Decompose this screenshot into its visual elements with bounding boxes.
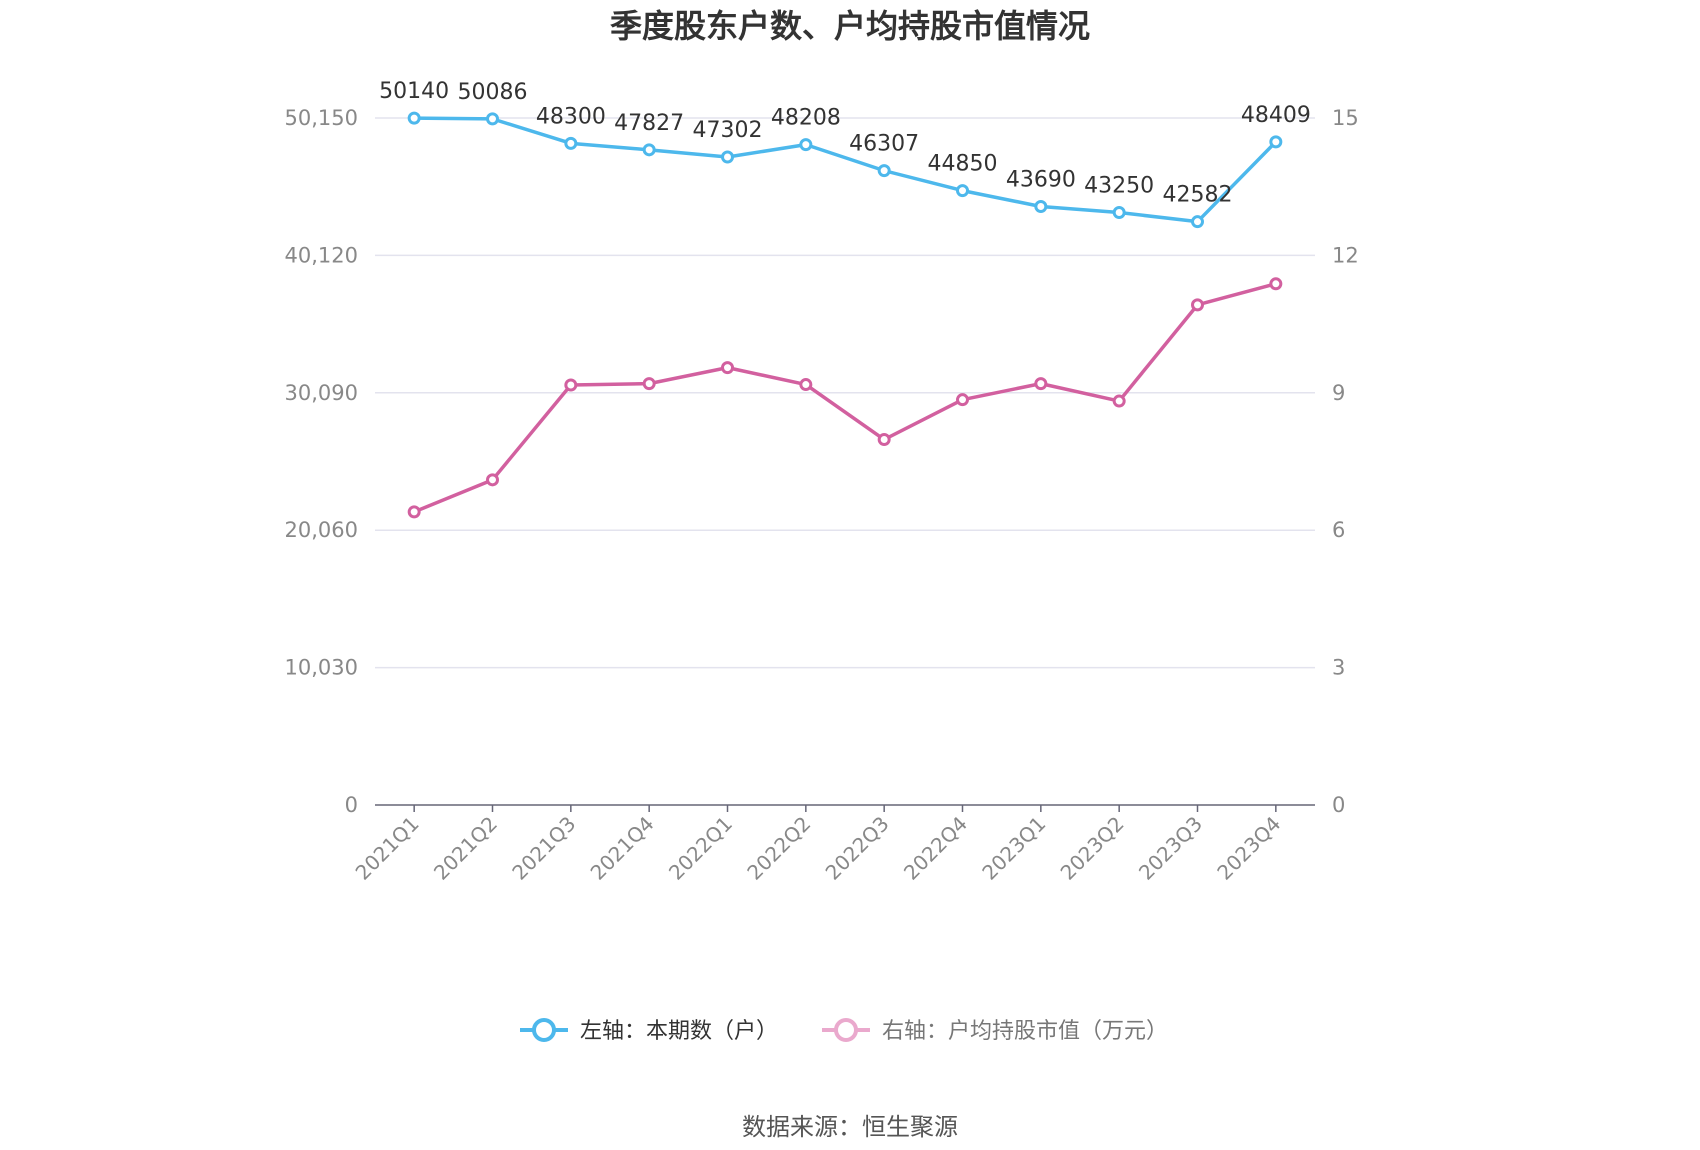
right-axis-tick-label: 15 xyxy=(1332,106,1359,130)
x-axis-tick-label: 2022Q3 xyxy=(821,812,894,885)
chart-title: 季度股东户数、户均持股市值情况 xyxy=(610,7,1090,45)
left-axis: 0 10,030 20,060 30,090 40,120 50,150 xyxy=(285,106,358,817)
series-line xyxy=(414,116,1278,224)
data-label: 42582 xyxy=(1163,183,1233,208)
data-label: 48300 xyxy=(536,104,606,129)
data-point[interactable] xyxy=(956,393,969,407)
legend-item-market-value[interactable]: 右轴：户均持股市值（万元） xyxy=(822,1018,1168,1044)
data-label: 48208 xyxy=(771,106,841,131)
x-axis-tick-label: 2021Q1 xyxy=(351,812,424,885)
data-label: 43690 xyxy=(1006,167,1076,192)
data-label: 44850 xyxy=(928,152,998,177)
data-point[interactable] xyxy=(564,378,578,392)
right-axis-tick-label: 12 xyxy=(1332,243,1359,267)
series-market-value xyxy=(407,277,1283,519)
x-axis-tick-label: 2023Q2 xyxy=(1056,812,1129,885)
data-label: 50140 xyxy=(379,79,449,104)
data-point[interactable] xyxy=(642,377,656,391)
x-axis-tick-label: 2021Q4 xyxy=(586,812,659,885)
data-point[interactable] xyxy=(1269,277,1283,291)
legend-label-market-value: 右轴：户均持股市值（万元） xyxy=(882,1019,1168,1044)
data-point[interactable] xyxy=(486,112,499,126)
x-axis-tick-label: 2021Q2 xyxy=(429,812,502,885)
x-axis-tick-label: 2022Q4 xyxy=(899,812,972,885)
data-point[interactable] xyxy=(642,143,656,157)
data-point[interactable] xyxy=(1112,206,1126,220)
data-point[interactable] xyxy=(1269,135,1283,149)
data-point[interactable] xyxy=(486,473,499,487)
x-axis-tick-label: 2022Q1 xyxy=(664,812,737,885)
data-point[interactable] xyxy=(721,150,734,164)
data-point[interactable] xyxy=(799,378,813,392)
x-axis-tick-label: 2021Q3 xyxy=(507,812,580,885)
left-axis-tick-label: 20,060 xyxy=(285,518,358,542)
data-point[interactable] xyxy=(1034,199,1048,213)
data-point[interactable] xyxy=(407,505,421,519)
data-label: 47827 xyxy=(614,111,684,136)
left-axis-tick-label: 50,150 xyxy=(285,106,358,130)
series-line xyxy=(413,282,1277,514)
data-point[interactable] xyxy=(1191,298,1204,312)
data-label: 43250 xyxy=(1084,174,1154,199)
legend-swatch-marker-households xyxy=(532,1018,556,1042)
data-label: 47302 xyxy=(693,118,763,143)
legend-label-households: 左轴：本期数（户） xyxy=(580,1019,778,1044)
data-point[interactable] xyxy=(877,164,891,178)
x-axis-tick-label: 2023Q4 xyxy=(1212,812,1285,885)
data-point[interactable] xyxy=(721,361,734,375)
right-axis: 0 3 6 9 12 15 xyxy=(1332,106,1359,817)
right-axis-tick-label: 3 xyxy=(1332,656,1345,680)
data-point[interactable] xyxy=(799,138,813,152)
x-axis-tick-label: 2023Q3 xyxy=(1134,812,1207,885)
left-axis-tick-label: 0 xyxy=(345,793,358,817)
right-axis-tick-label: 6 xyxy=(1332,518,1345,542)
right-axis-tick-label: 0 xyxy=(1332,793,1345,817)
grid-lines xyxy=(375,117,1315,669)
data-point[interactable] xyxy=(877,433,891,447)
data-point[interactable] xyxy=(1191,215,1204,229)
series-group: 50140 50086 48300 47827 47302 48208 46307 44850… xyxy=(379,79,1311,519)
data-point[interactable] xyxy=(407,111,421,125)
left-axis-tick-label: 30,090 xyxy=(285,381,358,405)
right-axis-tick-label: 9 xyxy=(1332,381,1345,405)
legend[interactable]: 左轴：本期数（户） 右轴：户均持股市值（万元） xyxy=(520,1018,1168,1044)
data-label: 46307 xyxy=(849,132,919,157)
left-axis-tick-label: 10,030 xyxy=(285,656,358,680)
legend-item-households[interactable]: 左轴：本期数（户） xyxy=(520,1018,778,1044)
x-axis: 2021Q1 2021Q2 2021Q3 2021Q4 2022Q1 2022Q2 2022… xyxy=(351,804,1315,885)
x-axis-tick-label: 2022Q2 xyxy=(742,812,815,885)
data-point[interactable] xyxy=(1112,394,1126,408)
series-households: 50140 50086 48300 47827 47302 48208 46307 44850… xyxy=(379,79,1311,229)
data-label: 50086 xyxy=(458,80,528,105)
x-axis-tick-label: 2023Q1 xyxy=(977,812,1050,885)
data-point[interactable] xyxy=(564,136,578,150)
data-point[interactable] xyxy=(956,184,969,198)
data-point[interactable] xyxy=(1034,377,1048,391)
data-source: 数据来源：恒生聚源 xyxy=(742,1113,958,1141)
left-axis-tick-label: 40,120 xyxy=(285,243,358,267)
data-label: 48409 xyxy=(1241,103,1311,128)
legend-swatch-marker-market-value xyxy=(834,1018,858,1042)
